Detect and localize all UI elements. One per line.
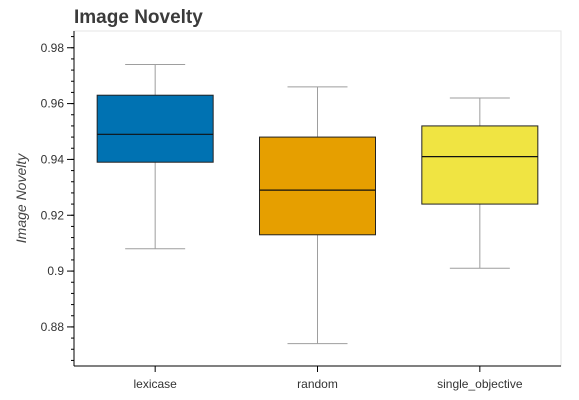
x-tick-label: random <box>297 377 338 391</box>
y-tick-label: 0.96 <box>41 97 65 111</box>
y-tick-label: 0.98 <box>41 41 65 55</box>
y-axis-label: Image Novelty <box>13 153 29 243</box>
y-tick-label: 0.92 <box>41 208 65 222</box>
x-tick-label: single_objective <box>437 377 523 391</box>
box-random <box>259 136 376 236</box>
chart-title: Image Novelty <box>74 7 203 28</box>
y-tick-label: 0.94 <box>41 152 65 166</box>
x-tick-label: lexicase <box>133 377 177 391</box>
y-tick-label: 0.88 <box>41 320 65 334</box>
y-tick-label: 0.9 <box>47 264 64 278</box>
box-lexicase <box>96 94 214 163</box>
box-single_objective <box>421 125 539 205</box>
